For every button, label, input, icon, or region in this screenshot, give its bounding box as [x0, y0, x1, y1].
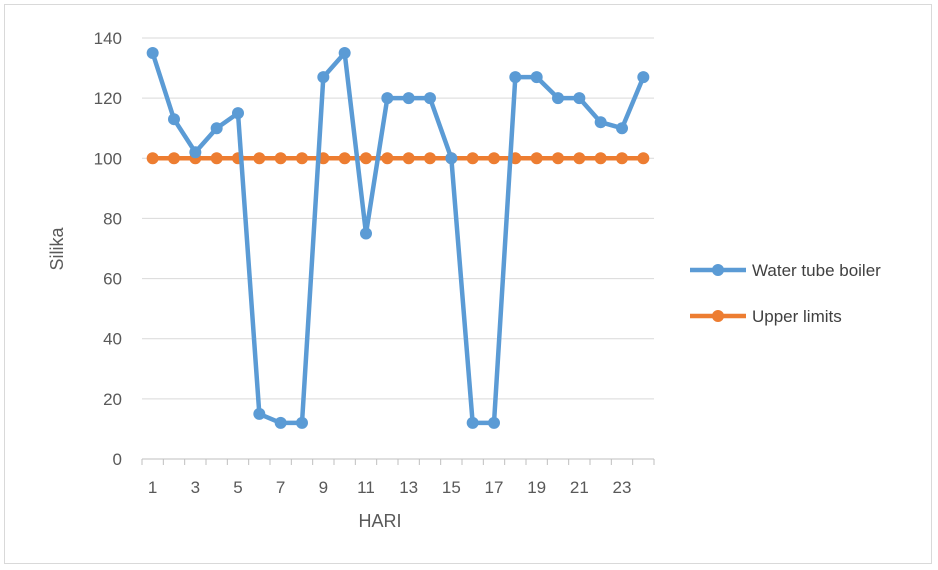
data-point[interactable]: [552, 152, 564, 165]
data-point[interactable]: [573, 92, 586, 105]
data-point[interactable]: [530, 152, 543, 165]
axes: [141, 458, 655, 465]
legend-entry-upper-limits[interactable]: Upper limits: [690, 307, 842, 326]
y-tick-label: 60: [103, 270, 122, 289]
data-point[interactable]: [594, 152, 607, 165]
data-point[interactable]: [466, 152, 479, 165]
data-point[interactable]: [360, 227, 372, 240]
legend: Water tube boiler Upper limits: [690, 261, 881, 326]
data-point[interactable]: [232, 107, 244, 120]
x-tick-label: 9: [319, 478, 328, 497]
x-tick-label: 21: [570, 478, 589, 497]
data-point[interactable]: [381, 92, 394, 105]
y-axis-title: Silika: [47, 227, 67, 271]
data-point[interactable]: [594, 116, 607, 129]
data-point[interactable]: [424, 152, 436, 165]
data-point[interactable]: [530, 71, 543, 84]
gridlines: [142, 37, 654, 400]
legend-label: Water tube boiler: [752, 261, 881, 280]
data-point[interactable]: [616, 122, 628, 135]
x-tick-label: 17: [485, 478, 504, 497]
legend-swatch-marker: [712, 310, 724, 322]
y-tick-label: 140: [94, 29, 122, 48]
x-tick-label: 13: [399, 478, 418, 497]
data-point[interactable]: [509, 71, 522, 84]
data-point[interactable]: [616, 152, 628, 165]
x-tick-label: 3: [191, 478, 200, 497]
data-point[interactable]: [488, 152, 500, 165]
data-point[interactable]: [488, 416, 500, 429]
x-tick-label: 23: [613, 478, 632, 497]
data-point[interactable]: [466, 416, 479, 429]
legend-swatch-marker: [712, 264, 724, 276]
series-line: [150, 50, 646, 426]
data-point[interactable]: [573, 152, 586, 165]
data-point[interactable]: [402, 152, 415, 165]
y-tick-label: 80: [103, 209, 122, 228]
series-group: [146, 47, 650, 429]
data-point[interactable]: [637, 152, 650, 165]
data-point[interactable]: [360, 152, 372, 165]
data-point[interactable]: [274, 152, 287, 165]
x-tick-label: 5: [233, 478, 242, 497]
y-tick-label: 40: [103, 330, 122, 349]
chart-frame: [4, 4, 932, 564]
y-tick-label: 0: [113, 450, 122, 469]
x-tick-label: 19: [527, 478, 546, 497]
data-point[interactable]: [168, 152, 180, 165]
data-point[interactable]: [274, 416, 287, 429]
data-point[interactable]: [253, 407, 266, 420]
data-point[interactable]: [402, 92, 415, 105]
y-tick-label: 100: [94, 149, 122, 168]
data-point[interactable]: [381, 152, 394, 165]
series-upper-limits: [146, 152, 650, 165]
x-tick-label: 7: [276, 478, 285, 497]
data-point[interactable]: [424, 92, 436, 105]
x-axis-title: HARI: [358, 511, 401, 531]
data-point[interactable]: [552, 92, 564, 105]
data-point[interactable]: [253, 152, 266, 165]
data-point[interactable]: [296, 416, 308, 429]
data-point[interactable]: [338, 152, 351, 165]
x-tick-label: 11: [357, 478, 375, 497]
data-point[interactable]: [338, 47, 351, 60]
legend-entry-water-tube-boiler[interactable]: Water tube boiler: [690, 261, 881, 280]
data-point[interactable]: [210, 152, 223, 165]
data-point[interactable]: [317, 71, 330, 84]
x-tick-label: 15: [442, 478, 461, 497]
y-tick-label: 120: [94, 89, 122, 108]
y-tick-label: 20: [103, 390, 122, 409]
data-point[interactable]: [189, 146, 202, 159]
legend-label: Upper limits: [752, 307, 842, 326]
data-point[interactable]: [210, 122, 223, 135]
data-point[interactable]: [146, 152, 159, 165]
data-point[interactable]: [296, 152, 308, 165]
data-point[interactable]: [637, 71, 650, 84]
x-tick-label: 1: [148, 478, 157, 497]
data-point[interactable]: [146, 47, 159, 60]
series-water-tube-boiler: [146, 47, 650, 429]
data-point[interactable]: [445, 152, 458, 165]
data-point[interactable]: [168, 113, 180, 126]
